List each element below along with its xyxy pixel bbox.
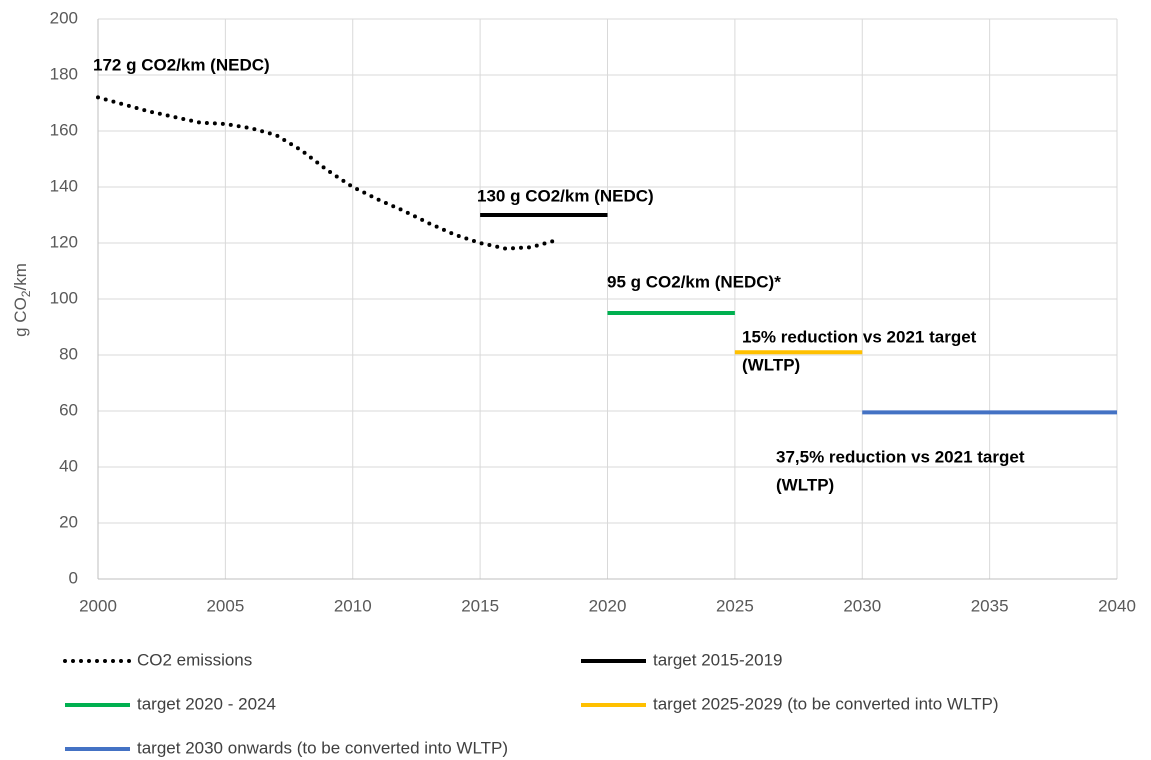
y-tick-label: 100 bbox=[50, 288, 78, 307]
x-tick-label: 2015 bbox=[461, 596, 499, 615]
x-tick-label: 2035 bbox=[971, 596, 1009, 615]
y-tick-label: 200 bbox=[50, 8, 78, 27]
y-tick-label: 180 bbox=[50, 64, 78, 83]
annotation: (WLTP) bbox=[742, 355, 800, 374]
annotation: (WLTP) bbox=[776, 475, 834, 494]
y-tick-label: 20 bbox=[59, 512, 78, 531]
x-tick-label: 2025 bbox=[716, 596, 754, 615]
annotation: 15% reduction vs 2021 target bbox=[742, 327, 977, 346]
legend-label: target 2015-2019 bbox=[653, 650, 783, 669]
x-tick-label: 2030 bbox=[843, 596, 881, 615]
y-axis-label: g CO2/km bbox=[11, 263, 33, 337]
y-label-sub: 2 bbox=[19, 290, 33, 297]
annotation: 130 g CO2/km (NEDC) bbox=[477, 186, 654, 205]
x-tick-label: 2005 bbox=[206, 596, 244, 615]
legend-label: target 2030 onwards (to be converted int… bbox=[137, 738, 508, 757]
y-tick-label: 0 bbox=[69, 568, 78, 587]
y-tick-label: 160 bbox=[50, 120, 78, 139]
y-tick-label: 40 bbox=[59, 456, 78, 475]
y-label-part: /km bbox=[11, 263, 30, 290]
series-line bbox=[96, 95, 559, 251]
annotation: 37,5% reduction vs 2021 target bbox=[776, 447, 1025, 466]
x-tick-label: 2040 bbox=[1098, 596, 1136, 615]
y-tick-label: 60 bbox=[59, 400, 78, 419]
legend-label: target 2025-2029 (to be converted into W… bbox=[653, 694, 999, 713]
y-label-part: g CO bbox=[11, 297, 30, 337]
annotation: 95 g CO2/km (NEDC)* bbox=[607, 272, 781, 291]
annotation: 172 g CO2/km (NEDC) bbox=[93, 55, 270, 74]
x-tick-label: 2020 bbox=[589, 596, 627, 615]
legend-label: target 2020 - 2024 bbox=[137, 694, 276, 713]
x-tick-label: 2010 bbox=[334, 596, 372, 615]
y-tick-label: 80 bbox=[59, 344, 78, 363]
legend-label: CO2 emissions bbox=[137, 650, 252, 669]
y-tick-label: 140 bbox=[50, 176, 78, 195]
x-tick-label: 2000 bbox=[79, 596, 117, 615]
y-tick-label: 120 bbox=[50, 232, 78, 251]
